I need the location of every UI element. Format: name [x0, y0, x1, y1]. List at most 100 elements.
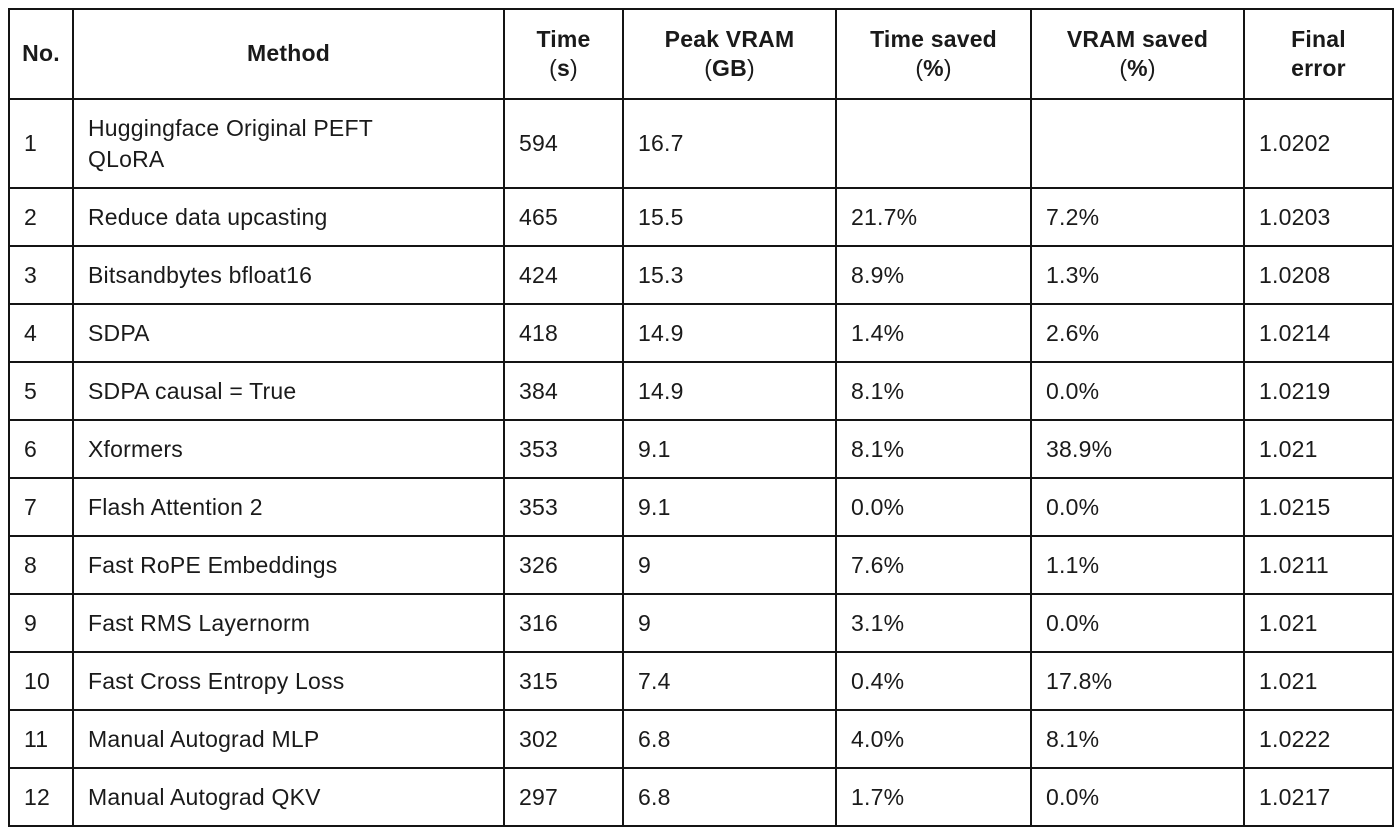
cell-final-error: 1.021	[1243, 419, 1394, 479]
cell-final-error: 1.0215	[1243, 477, 1394, 537]
unit-text: %	[923, 55, 944, 81]
column-header-vram: Peak VRAM (GB)	[622, 8, 837, 100]
cell-method: Flash Attention 2	[72, 477, 505, 537]
cell-no: 11	[8, 709, 74, 769]
cell-final-error: 1.0202	[1243, 98, 1394, 189]
cell-vram: 6.8	[622, 767, 837, 827]
table-row: 10 Fast Cross Entropy Loss 315 7.4 0.4% 17.8%…	[8, 651, 1394, 711]
cell-time: 424	[503, 245, 624, 305]
cell-final-error: 1.021	[1243, 651, 1394, 711]
cell-time-saved	[835, 98, 1032, 189]
cell-method: Xformers	[72, 419, 505, 479]
cell-final-error: 1.0217	[1243, 767, 1394, 827]
cell-vram: 15.3	[622, 245, 837, 305]
column-label: Peak VRAM	[664, 25, 795, 52]
table-row: 2 Reduce data upcasting 465 15.5 21.7% 7.2% 1.…	[8, 187, 1394, 247]
cell-time: 353	[503, 477, 624, 537]
column-label: Method	[247, 40, 330, 67]
cell-no: 8	[8, 535, 74, 595]
cell-method: Fast RoPE Embeddings	[72, 535, 505, 595]
column-header-vram-saved: VRAM saved (%)	[1030, 8, 1245, 100]
cell-no: 12	[8, 767, 74, 827]
table-row: 11 Manual Autograd MLP 302 6.8 4.0% 8.1% 1.022…	[8, 709, 1394, 769]
cell-vram-saved	[1030, 98, 1245, 189]
cell-final-error: 1.0211	[1243, 535, 1394, 595]
cell-vram-saved: 0.0%	[1030, 477, 1245, 537]
cell-final-error: 1.0222	[1243, 709, 1394, 769]
cell-time-saved: 1.7%	[835, 767, 1032, 827]
unit-text: %	[1127, 55, 1148, 81]
cell-vram: 15.5	[622, 187, 837, 247]
cell-vram: 14.9	[622, 361, 837, 421]
table-row: 8 Fast RoPE Embeddings 326 9 7.6% 1.1% 1.0211	[8, 535, 1394, 595]
cell-final-error: 1.0219	[1243, 361, 1394, 421]
cell-no: 9	[8, 593, 74, 653]
unit-text: GB	[712, 55, 747, 81]
table-row: 1 Huggingface Original PEFT QLoRA 594 16.7 1…	[8, 98, 1394, 189]
cell-no: 6	[8, 419, 74, 479]
paren-open: (	[549, 55, 557, 81]
cell-no: 10	[8, 651, 74, 711]
column-unit: (GB)	[630, 54, 829, 83]
cell-no: 7	[8, 477, 74, 537]
cell-vram-saved: 0.0%	[1030, 767, 1245, 827]
cell-time: 594	[503, 98, 624, 189]
paren-close: )	[1147, 55, 1156, 81]
cell-time-saved: 8.1%	[835, 361, 1032, 421]
cell-vram-saved: 1.1%	[1030, 535, 1245, 595]
cell-vram-saved: 2.6%	[1030, 303, 1245, 363]
column-label: VRAM saved	[1066, 25, 1209, 52]
cell-time-saved: 21.7%	[835, 187, 1032, 247]
cell-vram-saved: 1.3%	[1030, 245, 1245, 305]
column-label: Final	[1291, 25, 1346, 52]
cell-method: Bitsandbytes bfloat16	[72, 245, 505, 305]
column-unit: error	[1291, 55, 1346, 81]
cell-time: 316	[503, 593, 624, 653]
column-header-time-saved: Time saved (%)	[835, 8, 1032, 100]
cell-no: 5	[8, 361, 74, 421]
unit-text: s	[557, 55, 570, 81]
column-label: No.	[22, 40, 60, 67]
cell-vram: 7.4	[622, 651, 837, 711]
cell-method: SDPA causal = True	[72, 361, 505, 421]
cell-vram-saved: 17.8%	[1030, 651, 1245, 711]
column-header-time: Time (s)	[503, 8, 624, 100]
cell-method: Reduce data upcasting	[72, 187, 505, 247]
cell-method: Manual Autograd QKV	[72, 767, 505, 827]
table-row: 4 SDPA 418 14.9 1.4% 2.6% 1.0214	[8, 303, 1394, 363]
table-row: 3 Bitsandbytes bfloat16 424 15.3 8.9% 1.3% 1.0…	[8, 245, 1394, 305]
cell-final-error: 1.0214	[1243, 303, 1394, 363]
cell-method: Manual Autograd MLP	[72, 709, 505, 769]
column-label: Time saved	[870, 25, 997, 52]
cell-time: 297	[503, 767, 624, 827]
paren-close: )	[746, 55, 755, 81]
paren-open: (	[1119, 55, 1128, 81]
cell-time-saved: 4.0%	[835, 709, 1032, 769]
benchmark-table: No. Method Time (s) Peak VRAM (GB) Time saved(…	[8, 8, 1394, 827]
table-row: 6 Xformers 353 9.1 8.1% 38.9% 1.021	[8, 419, 1394, 479]
paren-close: )	[943, 55, 952, 81]
cell-method: Fast RMS Layernorm	[72, 593, 505, 653]
cell-time-saved: 1.4%	[835, 303, 1032, 363]
table-row: 7 Flash Attention 2 353 9.1 0.0% 0.0% 1.0215	[8, 477, 1394, 537]
table-row: 5 SDPA causal = True 384 14.9 8.1% 0.0% 1.0219	[8, 361, 1394, 421]
cell-time: 326	[503, 535, 624, 595]
cell-time: 353	[503, 419, 624, 479]
header-row: No. Method Time (s) Peak VRAM (GB) Time saved(…	[8, 8, 1394, 100]
column-header-final-error: Final error	[1243, 8, 1394, 100]
cell-vram: 9.1	[622, 419, 837, 479]
cell-vram-saved: 0.0%	[1030, 361, 1245, 421]
table-row: 12 Manual Autograd QKV 297 6.8 1.7% 0.0% 1.021…	[8, 767, 1394, 827]
cell-vram-saved: 0.0%	[1030, 593, 1245, 653]
column-header-no: No.	[8, 8, 74, 100]
cell-vram: 9.1	[622, 477, 837, 537]
cell-time-saved: 3.1%	[835, 593, 1032, 653]
cell-vram-saved: 38.9%	[1030, 419, 1245, 479]
cell-time: 302	[503, 709, 624, 769]
cell-time: 465	[503, 187, 624, 247]
column-label: Time	[536, 25, 591, 52]
cell-time: 315	[503, 651, 624, 711]
cell-time-saved: 7.6%	[835, 535, 1032, 595]
cell-final-error: 1.021	[1243, 593, 1394, 653]
